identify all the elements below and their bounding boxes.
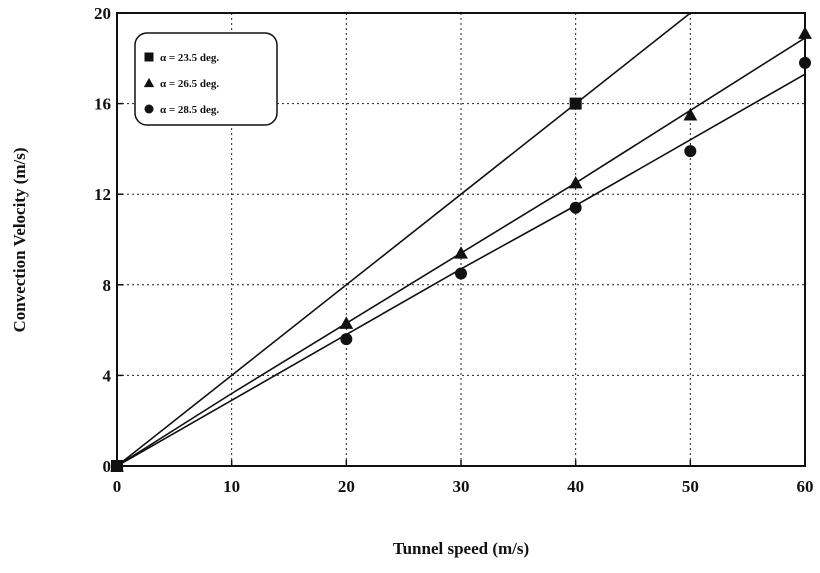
tick-labels: 0 10 20 30 40 50 60 0 4 8 12 16 20 (94, 4, 814, 496)
data-point-triangle (454, 246, 468, 259)
data-point-triangle (339, 316, 354, 329)
y-tick-label: 8 (103, 276, 112, 295)
x-tick-label: 50 (682, 477, 699, 496)
legend-marker-triangle (143, 77, 155, 88)
y-tick-label: 12 (94, 185, 111, 204)
data-point-circle (569, 201, 582, 214)
y-axis-label: Convection Velocity (m/s) (10, 147, 29, 332)
y-tick-label: 16 (94, 95, 111, 114)
x-tick-label: 10 (223, 477, 240, 496)
legend-marker-circle (144, 104, 154, 114)
x-tick-label: 0 (113, 477, 122, 496)
legend: α = 23.5 deg. α = 26.5 deg. α = 28.5 deg. (134, 32, 278, 126)
x-tick-label: 60 (797, 477, 814, 496)
legend-label: α = 23.5 deg. (160, 52, 219, 64)
legend-marker-square (144, 52, 154, 62)
y-tick-label: 0 (103, 457, 112, 476)
data-point-triangle (683, 108, 698, 121)
data-point-circle (340, 333, 353, 346)
data-point-square (569, 97, 582, 110)
legend-label: α = 28.5 deg. (160, 104, 219, 116)
y-tick-label: 20 (94, 4, 111, 23)
data-point-circle (455, 267, 467, 280)
data-point-triangle (568, 175, 583, 189)
fit-line-square (117, 13, 692, 466)
legend-label: α = 26.5 deg. (160, 78, 219, 90)
legend-box (134, 32, 278, 126)
y-tick-label: 4 (103, 366, 112, 385)
x-tick-label: 20 (338, 477, 355, 496)
data-markers (110, 26, 812, 472)
legend-entries: α = 23.5 deg. α = 26.5 deg. α = 28.5 deg. (143, 52, 219, 116)
x-tick-label: 40 (567, 477, 584, 496)
data-point-circle (684, 145, 697, 158)
x-tick-label: 30 (453, 477, 470, 496)
x-axis-label: Tunnel speed (m/s) (393, 539, 529, 558)
